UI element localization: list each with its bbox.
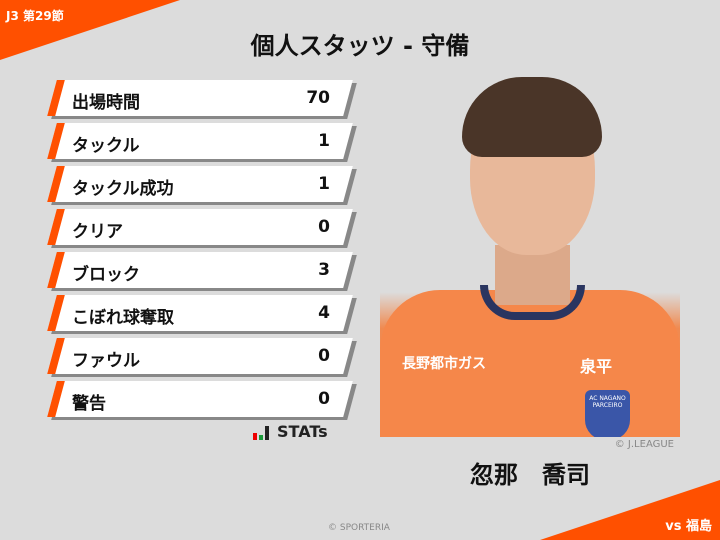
stat-value: 0 <box>318 389 330 409</box>
stat-label: タックル成功 <box>72 179 174 199</box>
stat-row: 出場時間 70 <box>47 80 357 119</box>
stat-value: 0 <box>318 217 330 237</box>
corner-banner <box>0 0 180 60</box>
stat-label: こぼれ球奪取 <box>72 308 174 328</box>
copyright: © SPORTERIA <box>328 523 390 533</box>
stat-value: 3 <box>318 260 330 280</box>
photo-credit: © J.LEAGUE <box>614 439 674 450</box>
logo-text: STATs <box>277 422 328 441</box>
stat-value: 0 <box>318 346 330 366</box>
stat-row: タックル 1 <box>47 123 357 162</box>
corner-banner-bottom <box>540 480 720 540</box>
logo-bar-icon <box>259 435 263 440</box>
stat-label: ブロック <box>72 265 140 285</box>
sponsor-text-2: 泉平 <box>580 357 613 376</box>
stat-label: タックル <box>72 136 140 156</box>
stat-row: 警告 0 <box>47 381 357 420</box>
logo-bar-icon <box>265 426 269 440</box>
stat-row: クリア 0 <box>47 209 357 248</box>
stats-list: 出場時間 70 タックル 1 タックル成功 1 クリア 0 ブロック 3 こぼれ球奪取 4 ファウル 0 警… <box>47 80 357 424</box>
stat-row: ファウル 0 <box>47 338 357 377</box>
stats-logo: STATs <box>253 424 328 440</box>
logo-bar-icon <box>253 433 257 440</box>
page-title: 個人スタッツ - 守備 <box>250 32 470 60</box>
stat-value: 1 <box>318 131 330 151</box>
stat-label: クリア <box>72 222 123 242</box>
stat-value: 4 <box>318 303 330 323</box>
round-label: J3 第29節 <box>6 9 64 23</box>
stat-row: ブロック 3 <box>47 252 357 291</box>
stat-label: 出場時間 <box>72 93 140 113</box>
player-photo: 長野都市ガス 泉平 AC NAGANO PARCEIRO <box>380 75 680 437</box>
stat-label: ファウル <box>72 351 140 371</box>
stat-row: こぼれ球奪取 4 <box>47 295 357 334</box>
stat-value: 70 <box>306 88 330 108</box>
stat-value: 1 <box>318 174 330 194</box>
sponsor-text: 長野都市ガス <box>402 356 486 372</box>
stat-label: 警告 <box>72 394 106 414</box>
opponent-label: vs 福島 <box>665 519 712 534</box>
club-crest: AC NAGANO PARCEIRO <box>585 390 630 437</box>
stat-row: タックル成功 1 <box>47 166 357 205</box>
